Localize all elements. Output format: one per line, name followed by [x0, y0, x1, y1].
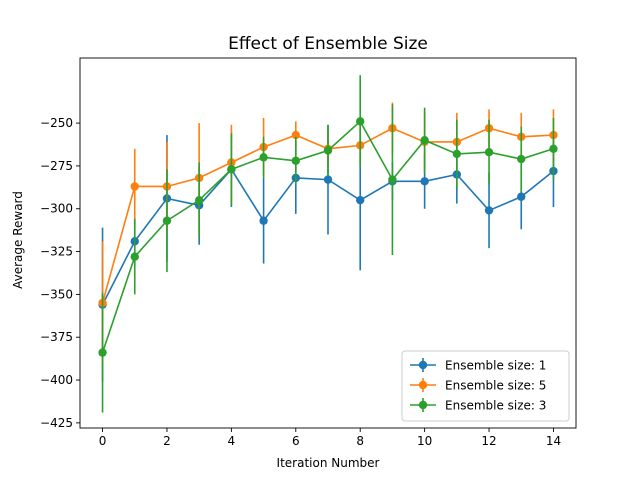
y-axis-label: Average Reward: [11, 191, 25, 289]
y-tick-label: −400: [40, 373, 73, 387]
axes: 0 2 4 6 8 10 12 14 −425 −400 −375 −350 −325 −300 −275 −…: [40, 57, 577, 448]
data-point: [420, 136, 429, 145]
data-point: [549, 144, 558, 153]
x-axis-label: Iteration Number: [277, 456, 380, 470]
data-point: [291, 156, 300, 165]
y-tick-label: −350: [40, 287, 73, 301]
x-tick-label: 6: [292, 434, 300, 448]
legend: Ensemble size: 1 Ensemble size: 5 Ensemble…: [401, 350, 570, 422]
y-tick-label: −325: [40, 245, 73, 259]
data-point: [356, 117, 365, 126]
legend-item: Ensemble size: 1: [410, 358, 546, 373]
data-point: [291, 130, 300, 140]
data-point: [517, 192, 526, 201]
data-point: [323, 175, 333, 184]
data-point: [420, 177, 429, 186]
legend-item: Ensemble size: 3: [410, 398, 546, 413]
data-point: [259, 153, 268, 162]
x-tick-label: 10: [417, 434, 432, 448]
legend-item: Ensemble size: 5: [410, 378, 546, 393]
legend-label: Ensemble size: 5: [445, 379, 546, 393]
legend-marker: [418, 360, 428, 370]
y-tick-label: −275: [40, 159, 73, 173]
legend-box: [401, 350, 570, 422]
data-point: [130, 182, 139, 191]
plot-area: [98, 75, 558, 413]
data-point: [323, 146, 333, 155]
data-point: [388, 175, 397, 184]
x-tick-label: 2: [163, 434, 171, 448]
data-point: [227, 165, 236, 174]
legend-label: Ensemble size: 3: [445, 399, 546, 413]
data-point: [130, 252, 139, 261]
data-point: [98, 348, 107, 357]
x-tick-label: 8: [356, 434, 364, 448]
data-point: [356, 195, 365, 205]
data-point: [484, 148, 494, 157]
y-tick-label: −425: [40, 416, 73, 430]
x-tick-label: 12: [481, 434, 496, 448]
y-tick-label: −300: [40, 202, 73, 216]
x-tick-label: 0: [99, 434, 107, 448]
data-point: [194, 195, 204, 205]
legend-marker: [418, 400, 428, 410]
x-tick-label: 14: [546, 434, 561, 448]
chart-title: Effect of Ensemble Size: [228, 34, 428, 54]
x-tick-label: 4: [228, 434, 236, 448]
data-point: [517, 154, 526, 164]
data-point: [484, 206, 494, 215]
y-tick-label: −250: [40, 116, 73, 130]
legend-label: Ensemble size: 1: [445, 359, 546, 373]
y-tick-label: −375: [40, 330, 73, 344]
legend-marker: [418, 380, 428, 390]
series-3: [98, 75, 558, 413]
data-point: [259, 216, 268, 225]
data-point: [452, 149, 462, 159]
data-point: [162, 216, 172, 225]
axes-frame: [79, 57, 577, 429]
